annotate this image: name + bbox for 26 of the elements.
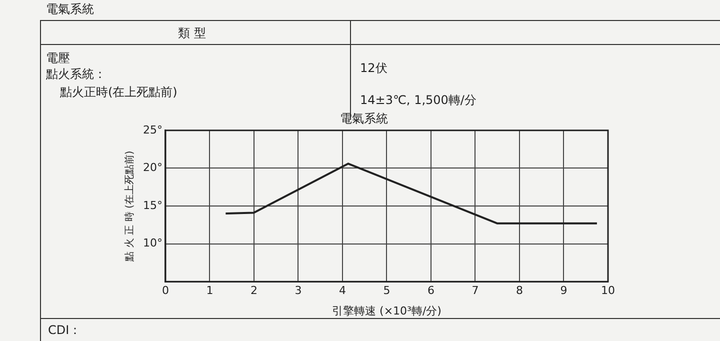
text: 類 型 xyxy=(178,25,206,42)
y-tick-label: 20° xyxy=(142,161,162,174)
x-tick-label: 6 xyxy=(428,284,434,298)
x-tick-label: 7 xyxy=(472,284,479,298)
x-tick-label: 8 xyxy=(516,284,523,298)
y-tick-label: 15° xyxy=(142,198,162,212)
chart-title: 電氣系統 xyxy=(340,111,388,126)
text: 電氣系統 xyxy=(46,1,94,18)
x-tick-label: 4 xyxy=(339,284,346,298)
text: CDI： xyxy=(48,322,82,339)
text: 點火系統： xyxy=(46,66,106,83)
text: 點火正時(在上死點前) xyxy=(60,84,178,101)
y-axis-title: 點 火 正 時 (在上死點前) xyxy=(124,150,136,262)
y-tick-label: 25° xyxy=(142,123,162,136)
x-tick-label: 3 xyxy=(294,284,302,298)
x-axis-title: 引擎轉速 (×10³轉/分) xyxy=(332,304,442,318)
x-tick-label: 5 xyxy=(383,284,390,298)
x-tick-label: 10 xyxy=(601,284,615,298)
y-tick-label: 10° xyxy=(142,236,162,250)
text: 12伏 xyxy=(360,60,388,77)
x-tick-label: 2 xyxy=(250,284,258,298)
text: 14±3℃, 1,500轉/分 xyxy=(360,92,476,109)
x-tick-label: 9 xyxy=(560,284,568,298)
x-tick-label: 1 xyxy=(206,284,214,298)
x-tick-label: 0 xyxy=(162,284,169,298)
text: 電壓 xyxy=(46,50,70,67)
